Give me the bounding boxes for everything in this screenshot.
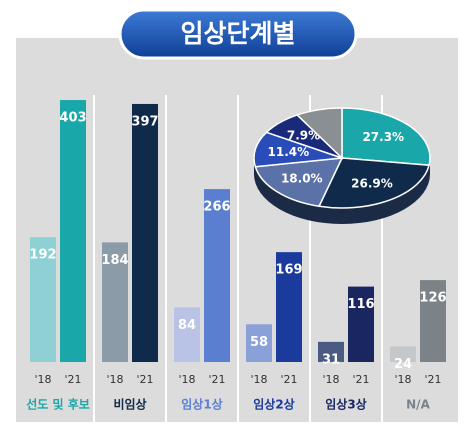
value-label: 266: [203, 200, 230, 215]
title-pill: [118, 8, 358, 60]
series-label: '21: [136, 373, 153, 386]
value-label: 31: [322, 352, 340, 367]
series-label: '18: [394, 373, 411, 386]
series-label: '21: [352, 373, 369, 386]
bar: [30, 237, 56, 362]
value-label: 84: [178, 318, 196, 333]
series-label: '21: [424, 373, 441, 386]
bar: [246, 324, 272, 362]
value-label: 24: [394, 357, 412, 372]
category-label: 임상1상: [181, 397, 222, 412]
bar: [204, 189, 230, 362]
pie-label: 7.9%: [287, 129, 320, 143]
pie: 27.3% 26.9% 18.0% 11.4% 7.9%: [253, 107, 431, 224]
pie-slice: [295, 107, 343, 160]
bar: [390, 346, 416, 362]
series-label: '21: [208, 373, 225, 386]
category-label: 비임상: [113, 397, 146, 412]
series-label: '18: [34, 373, 51, 386]
pie-slice: [317, 157, 431, 209]
category-label: 선도 및 후보: [26, 397, 90, 412]
bar: [60, 100, 86, 363]
value-label: 58: [250, 335, 268, 350]
pie-slice: [254, 157, 344, 208]
category-label: N/A: [406, 398, 430, 412]
value-label: 192: [29, 248, 56, 263]
value-label: 116: [347, 297, 374, 312]
pie-slice: [253, 131, 343, 168]
value-label: 169: [275, 263, 302, 278]
bar: [276, 252, 302, 362]
value-label: 403: [59, 111, 86, 126]
series-label: '18: [178, 373, 195, 386]
value-label: 126: [419, 291, 446, 306]
pie-label: 18.0%: [281, 171, 323, 185]
category-label: 임상2상: [253, 397, 294, 412]
series-label: '18: [322, 373, 339, 386]
bar: [318, 341, 344, 362]
series-label: '21: [64, 373, 81, 386]
pie-label: 26.9%: [351, 176, 393, 190]
series-label: '18: [106, 373, 123, 386]
pie-label: 11.4%: [268, 145, 310, 159]
category-label: 임상3상: [325, 397, 366, 412]
bar: [102, 242, 128, 362]
bar: [174, 307, 200, 362]
pie-label: 27.3%: [362, 130, 404, 144]
bar: [348, 286, 374, 362]
pie-slice: [341, 107, 431, 167]
series-label: '18: [250, 373, 267, 386]
bar: [420, 280, 446, 362]
value-label: 397: [131, 114, 158, 129]
bar: [132, 103, 158, 362]
series-label: '21: [280, 373, 297, 386]
value-label: 184: [101, 253, 128, 268]
chart-title: 임상단계별: [180, 19, 295, 48]
